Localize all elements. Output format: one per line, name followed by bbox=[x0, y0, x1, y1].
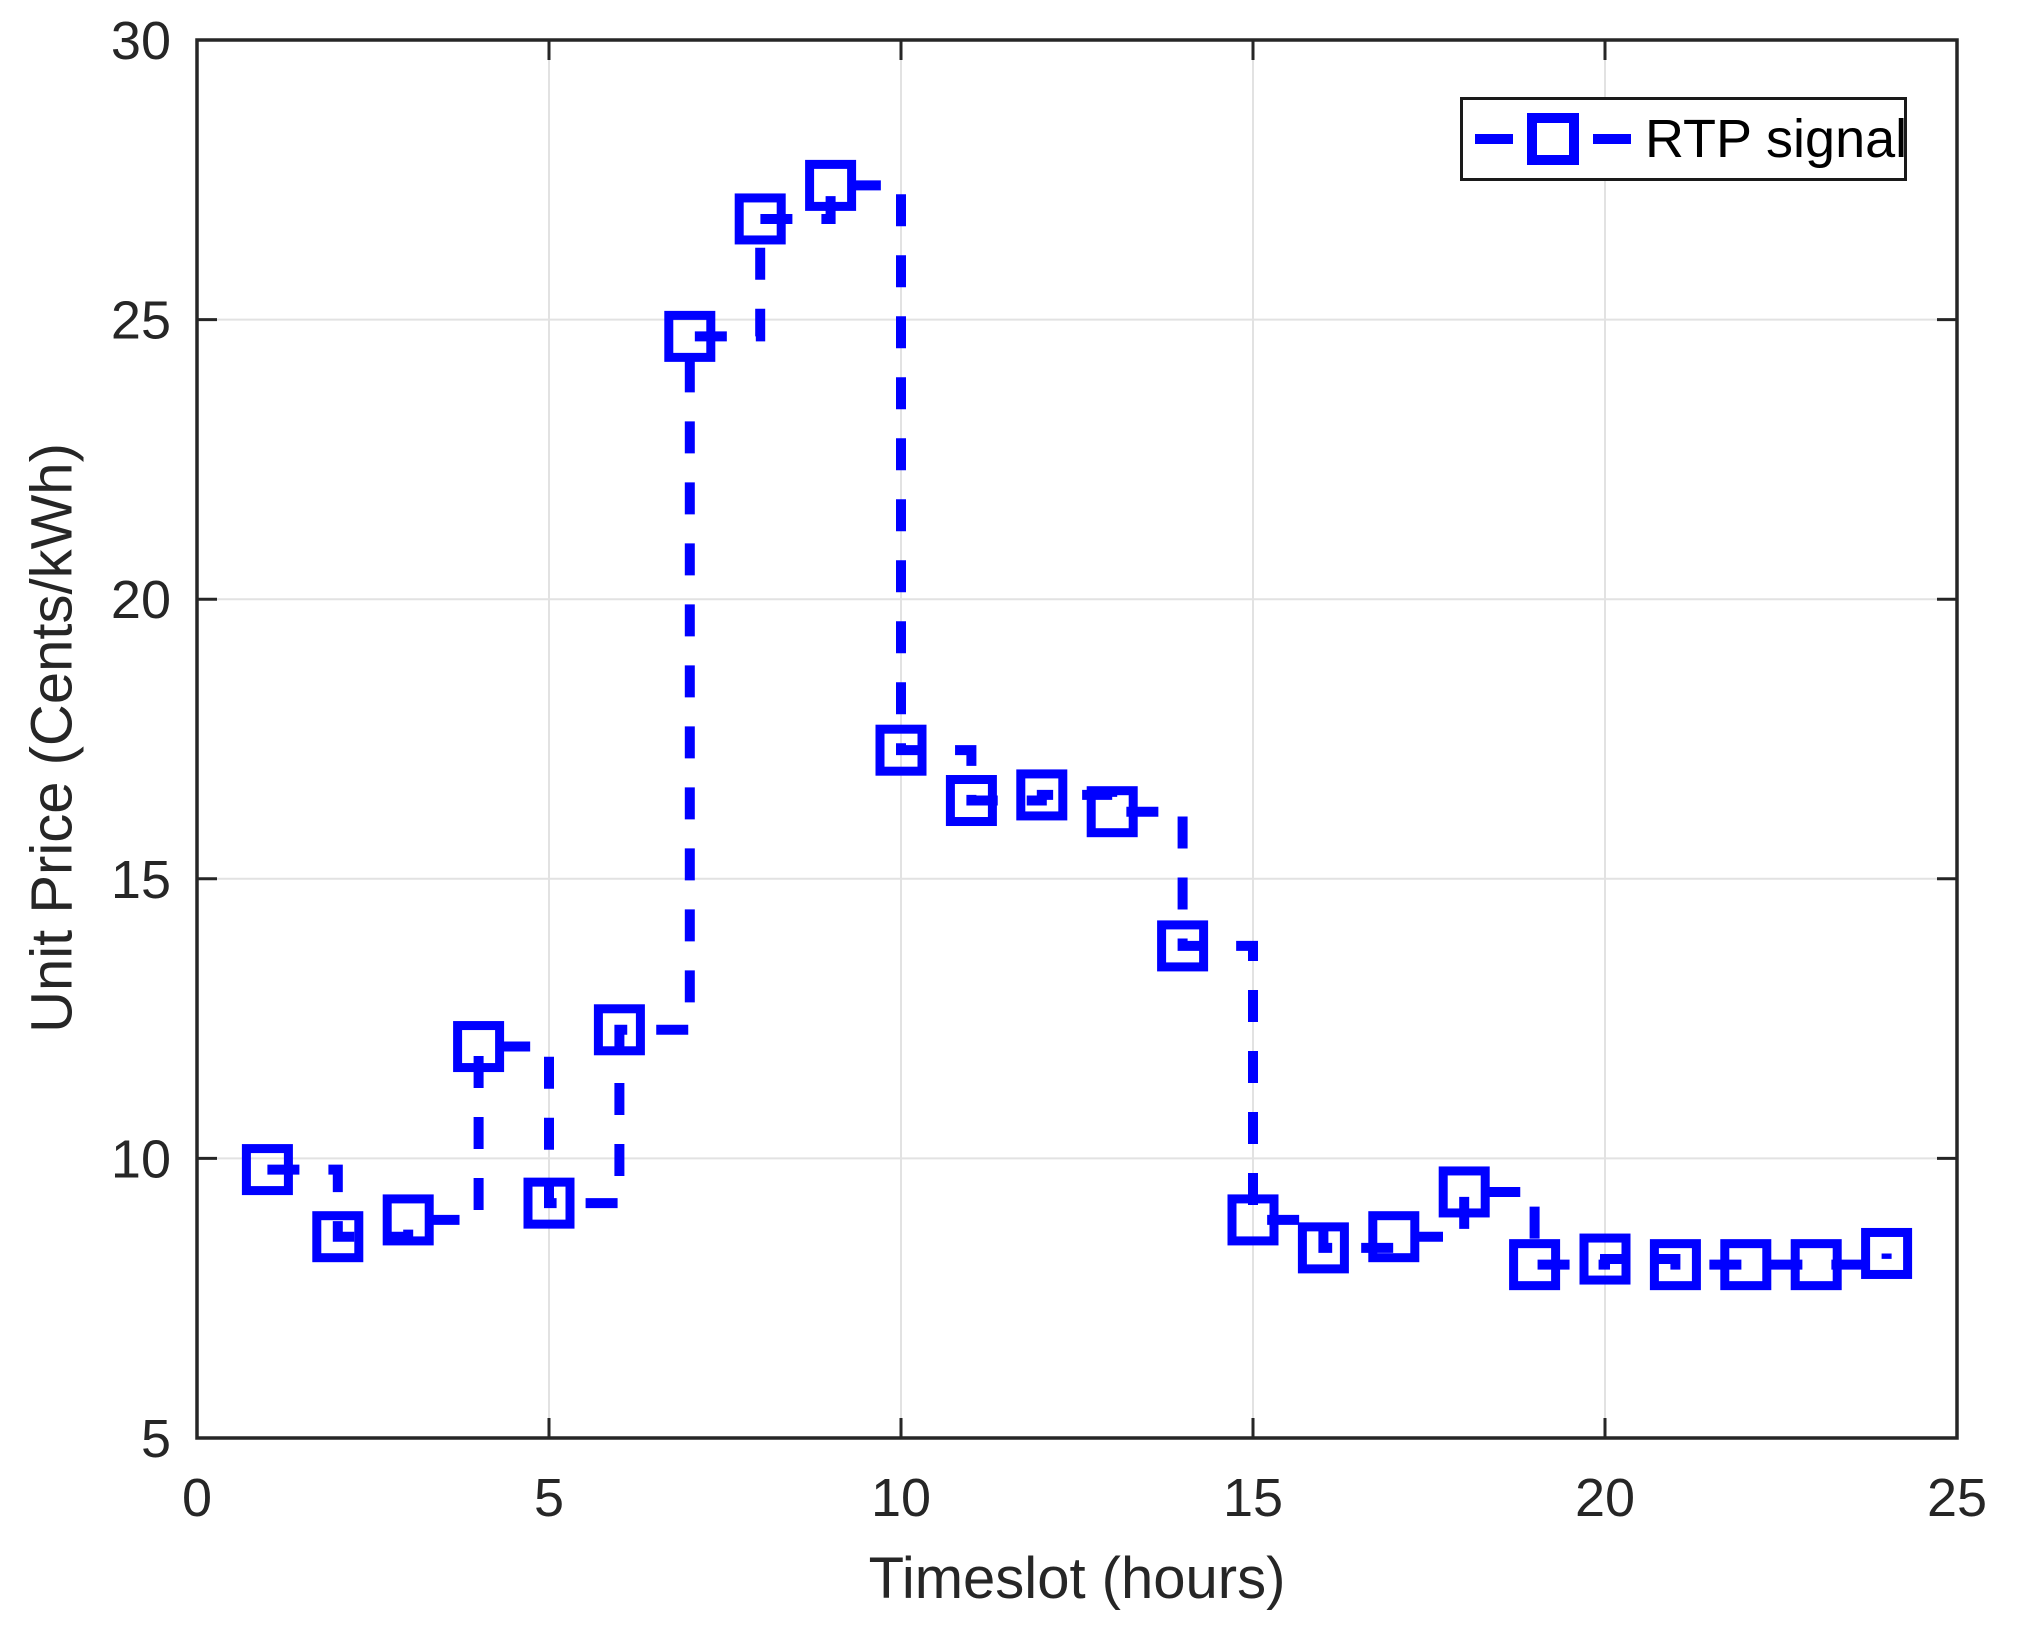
x-tick-label-0: 0 bbox=[182, 1468, 212, 1528]
data-point-marker bbox=[593, 1004, 645, 1056]
axes-box bbox=[195, 38, 1959, 1440]
data-point-marker bbox=[734, 193, 786, 245]
x-tick-label-5: 5 bbox=[534, 1468, 564, 1528]
y-tick-label-15: 15 bbox=[111, 850, 171, 910]
data-point-marker bbox=[1861, 1227, 1913, 1279]
data-point-marker bbox=[1790, 1239, 1842, 1291]
data-point-marker bbox=[1438, 1166, 1490, 1218]
y-tick-label-20: 20 bbox=[111, 570, 171, 630]
y-axis-label: Unit Price (Cents/kWh) bbox=[19, 443, 85, 1033]
data-point-marker bbox=[1227, 1194, 1279, 1246]
x-tick-label-25: 25 bbox=[1927, 1468, 1987, 1528]
data-point-marker bbox=[1509, 1239, 1561, 1291]
data-point-marker bbox=[1649, 1239, 1701, 1291]
y-tick-label-30: 30 bbox=[111, 11, 171, 71]
x-tick-label-10: 10 bbox=[871, 1468, 931, 1528]
data-point-marker bbox=[382, 1194, 434, 1246]
series-markers bbox=[241, 159, 1913, 1291]
data-point-marker bbox=[664, 310, 716, 362]
x-axis-label: Timeslot (hours) bbox=[868, 1546, 1286, 1611]
data-point-marker bbox=[453, 1021, 505, 1073]
x-tick-label-20: 20 bbox=[1575, 1468, 1635, 1528]
legend-line-sample bbox=[1475, 113, 1631, 165]
legend-square-marker bbox=[1527, 113, 1579, 165]
y-tick-label-25: 25 bbox=[111, 291, 171, 351]
series-line-RTP-signal bbox=[267, 180, 1892, 1270]
data-point-marker bbox=[875, 724, 927, 776]
gridlines bbox=[196, 39, 1958, 1439]
data-point-marker bbox=[241, 1144, 293, 1196]
tick-marks bbox=[195, 38, 1959, 1440]
legend: RTP signal bbox=[1460, 97, 1907, 181]
data-point-marker bbox=[1720, 1239, 1772, 1291]
y-tick-label-5: 5 bbox=[141, 1409, 171, 1469]
data-point-marker bbox=[1368, 1211, 1420, 1263]
data-point-marker bbox=[1157, 920, 1209, 972]
data-point-marker bbox=[1086, 786, 1138, 838]
data-point-marker bbox=[805, 159, 857, 211]
data-point-marker bbox=[945, 775, 997, 827]
data-point-marker bbox=[312, 1211, 364, 1263]
data-point-marker bbox=[1297, 1222, 1349, 1274]
data-point-marker bbox=[1016, 769, 1068, 821]
legend-entry-label: RTP signal bbox=[1645, 109, 1908, 169]
y-tick-label-10: 10 bbox=[111, 1129, 171, 1189]
data-point-marker bbox=[523, 1177, 575, 1229]
data-point-marker bbox=[1579, 1233, 1631, 1285]
x-tick-label-15: 15 bbox=[1223, 1468, 1283, 1528]
